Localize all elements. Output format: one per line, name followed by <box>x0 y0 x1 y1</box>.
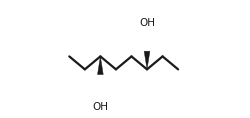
Text: OH: OH <box>139 18 155 28</box>
Polygon shape <box>144 51 150 69</box>
Polygon shape <box>98 56 103 75</box>
Text: OH: OH <box>92 102 108 112</box>
